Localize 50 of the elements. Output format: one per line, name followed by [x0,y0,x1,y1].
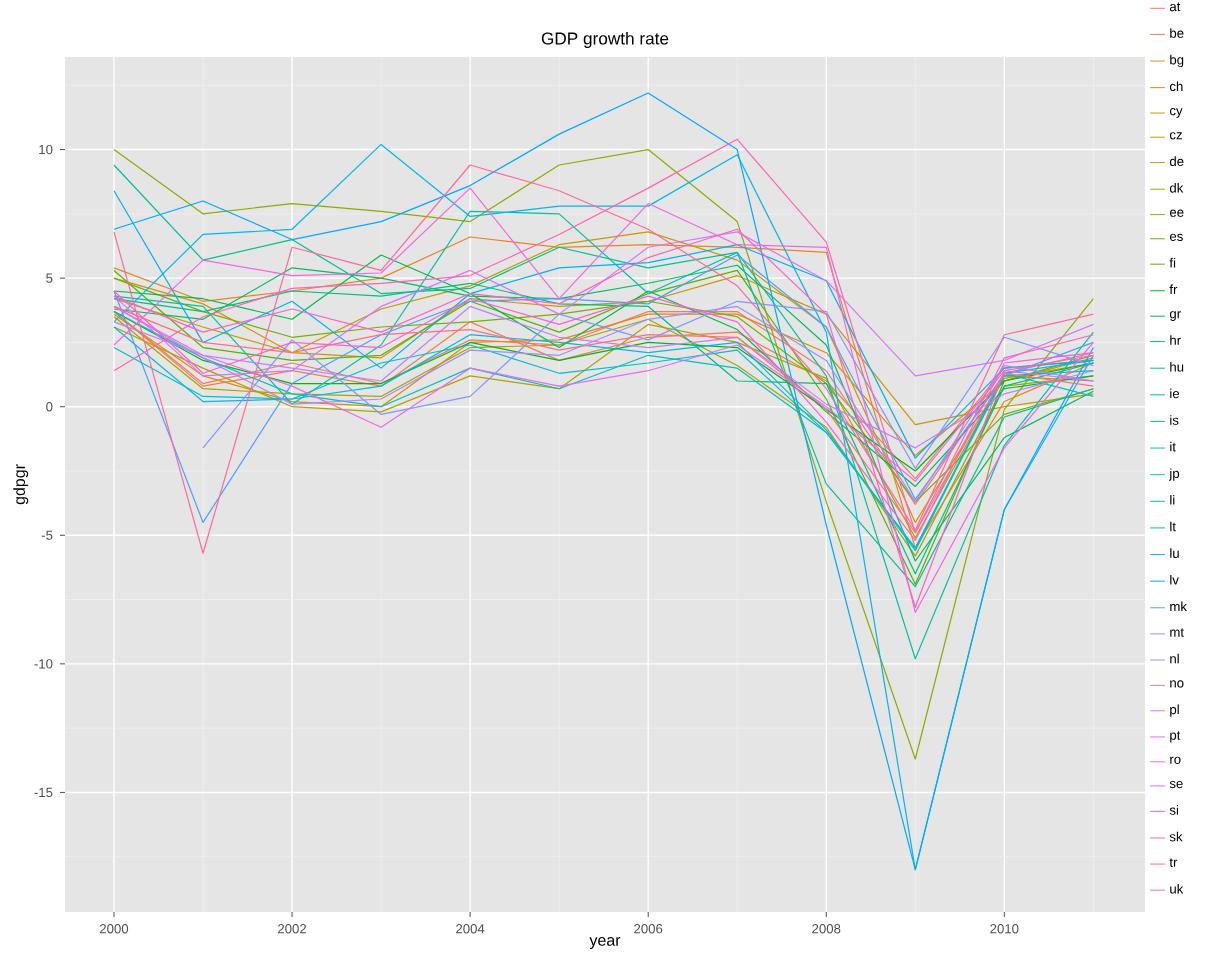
legend-label: mt [1170,628,1184,637]
legend-label: ch [1169,81,1183,92]
legend-label: cy [1169,108,1183,118]
legend-label: is [1170,415,1179,425]
y-tick-label: -10 [34,659,53,669]
legend-label: cz [1169,132,1182,140]
y-tick-label: 5 [46,273,53,283]
legend-label: ro [1170,756,1181,764]
legend-label: be [1170,28,1184,38]
legend-label: lt [1170,521,1176,532]
legend-label: nl [1170,653,1179,664]
x-tick-label: 2002 [278,924,307,934]
legend-label: hr [1170,335,1181,345]
legend-label: li [1170,495,1175,505]
legend-label: at [1169,2,1181,12]
legend-label: pt [1170,731,1181,743]
legend-label: dk [1169,182,1184,193]
legend-label: es [1169,233,1183,241]
x-axis-title: year [589,937,621,949]
y-tick-label: -15 [34,787,53,798]
legend-label: pl [1170,704,1179,717]
legend-label: ee [1169,209,1184,217]
legend-label: hu [1170,361,1184,372]
legend-label: lv [1170,574,1179,585]
legend-label: uk [1170,883,1184,894]
x-tick-label: 2004 [456,924,485,934]
x-tick-label: 2010 [990,924,1019,934]
legend-label: gr [1169,311,1181,321]
legend-label: sk [1169,831,1183,842]
y-tick-label: -5 [41,530,53,540]
y-tick-label: 0 [46,402,53,412]
legend-label: fr [1169,284,1178,295]
y-tick-label: 10 [39,144,53,155]
x-tick-label: 2008 [812,924,841,934]
x-tick-label: 2006 [634,924,663,934]
legend-label: de [1169,156,1184,167]
legend-label: se [1169,780,1183,789]
x-tick-label: 2000 [99,924,129,934]
legend-label: lu [1170,548,1179,558]
legend-label: mk [1170,601,1187,612]
y-axis-title: gdpgr [13,464,29,505]
legend-label: no [1170,680,1184,688]
chart-title: GDP growth rate [541,31,669,48]
legend-label: bg [1170,54,1184,68]
legend-label: si [1169,805,1179,815]
legend-label: fi [1169,257,1176,268]
legend-label: it [1170,441,1176,452]
legend-label: jp [1169,468,1180,481]
legend-label: ie [1170,388,1180,399]
legend-label: tr [1169,858,1178,867]
